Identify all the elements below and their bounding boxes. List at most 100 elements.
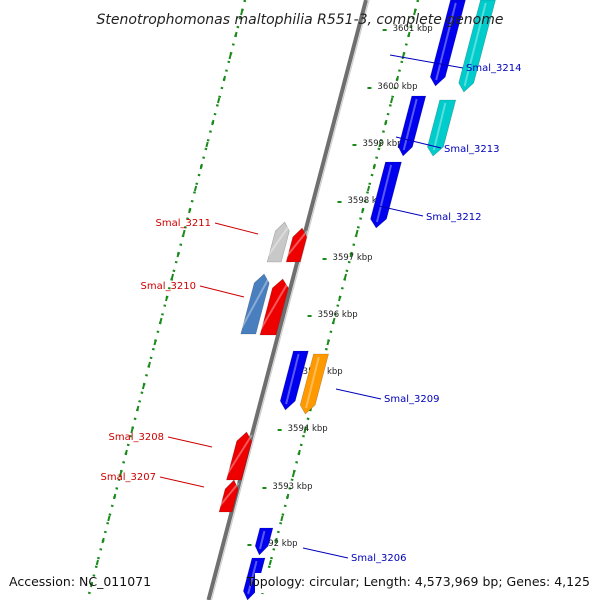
right-guide-mark — [372, 163, 376, 170]
left-guide-mark — [205, 141, 209, 148]
left-guide-mark — [240, 9, 244, 16]
gene-arrow-sheen — [402, 98, 418, 151]
gene-arrow-sheen — [218, 482, 240, 507]
gene-arrow-sheen — [285, 353, 300, 405]
right-guide-mark — [366, 185, 371, 192]
label-leader — [302, 547, 349, 559]
gene-arrow-sheen — [432, 102, 447, 151]
accession-text: Accession: NC_011071 — [9, 574, 151, 589]
left-guide-mark — [153, 339, 157, 346]
right-guide-mark — [378, 141, 382, 148]
left-guide-mark — [170, 273, 175, 280]
right-guide-mark — [343, 273, 348, 280]
right-guide-mark — [407, 31, 411, 38]
right-guide-mark — [349, 251, 353, 258]
gene-arrow — [299, 353, 329, 415]
gene-arrow-sheen — [247, 560, 258, 595]
left-guide-mark — [147, 361, 151, 368]
gene-label: Smal_3209 — [384, 394, 439, 405]
gene-arrow — [218, 479, 239, 513]
ruler-tick-label: 3592 kbp — [257, 539, 297, 549]
left-guide-mark — [95, 559, 99, 566]
gene-label: Smal_3207 — [101, 472, 156, 483]
label-leader — [378, 205, 424, 217]
gene-arrow — [285, 227, 308, 263]
ruler-tick-label: 3599 kbp — [362, 139, 402, 149]
gene-label: Smal_3210 — [141, 281, 196, 292]
gene-arrow — [254, 527, 274, 556]
gene-label: Smal_3212 — [426, 212, 481, 223]
left-guide-mark — [101, 537, 105, 544]
gene-arrow — [370, 161, 402, 229]
map-title: Stenotrophomonas maltophilia R551-3, com… — [97, 12, 504, 28]
right-guide-mark — [338, 295, 342, 302]
left-guide-mark — [216, 97, 221, 104]
right-guide-mark — [274, 537, 278, 544]
gene-arrow — [243, 557, 266, 600]
ruler-tick-label: 3596 kbp — [318, 310, 358, 320]
gene-track — [218, 0, 496, 600]
gene-arrow — [458, 0, 496, 93]
left-guide-mark — [130, 427, 134, 434]
ruler-tick-label: 3601 kbp — [393, 24, 433, 34]
ruler-tick-label: 3594 kbp — [288, 424, 328, 434]
gene-label: Smal_3206 — [351, 553, 406, 564]
right-guide-mark — [291, 471, 296, 478]
left-guide-mark — [118, 471, 123, 478]
left-guide-mark — [136, 405, 140, 412]
left-guide-mark — [159, 317, 163, 324]
ruler-tick-label: 3597 kbp — [333, 253, 373, 263]
label-leader — [395, 136, 442, 149]
label-leader — [335, 388, 382, 400]
left-guide-mark — [176, 251, 180, 258]
right-guide-mark — [395, 75, 400, 82]
ruler-tick-label: 3600 kbp — [377, 82, 417, 92]
right-guide-mark — [361, 207, 365, 214]
gene-arrow-sheen — [259, 281, 290, 330]
gene-label: Smal_3211 — [156, 218, 211, 229]
gene-arrow-sheen — [375, 164, 393, 223]
gene-arrow — [427, 99, 457, 157]
right-guide-mark — [326, 339, 330, 346]
left-guide-mark — [141, 383, 146, 390]
right-guide-mark — [384, 119, 388, 126]
left-guide-mark — [193, 185, 198, 192]
left-guide-mark — [222, 75, 227, 82]
gene-arrow — [398, 95, 427, 157]
backbone-highlight — [210, 0, 370, 600]
gene-label-leaders — [159, 54, 464, 559]
left-guide-mark — [165, 295, 169, 302]
gene-label: Smal_3213 — [444, 144, 499, 155]
left-guide-mark — [107, 515, 111, 522]
left-guide-mark — [228, 53, 232, 60]
right-guide-mark — [355, 229, 359, 236]
label-leader — [389, 54, 464, 69]
gene-label: Smal_3214 — [466, 63, 521, 74]
left-guide-mark — [199, 163, 203, 170]
gene-label: Smal_3208 — [109, 432, 164, 443]
gene-arrow-sheen — [240, 276, 271, 329]
label-leader — [199, 285, 245, 298]
right-guide-mark — [332, 317, 336, 324]
right-guide-mark — [401, 53, 405, 60]
left-guide-mark — [182, 229, 186, 236]
gene-arrow — [279, 350, 309, 411]
gene-arrow — [266, 221, 290, 263]
left-guide-mark — [234, 31, 238, 38]
right-guide-mark — [297, 449, 301, 456]
gene-arrow-sheen — [226, 434, 253, 475]
right-guide-mark — [303, 427, 307, 434]
label-leader — [159, 476, 205, 488]
gene-labels: Smal_3214 Smal_3213 Smal_3212 Smal_3211 Smal… — [101, 63, 522, 564]
gene-arrow — [259, 278, 289, 336]
gene-arrow-sheen — [463, 2, 487, 87]
left-guide-mark — [211, 119, 215, 126]
left-guide-mark — [89, 581, 94, 588]
gene-arrow — [429, 0, 466, 87]
left-guide-mark — [124, 449, 128, 456]
ruler-tick-label: 3593 kbp — [272, 482, 312, 492]
dotted-guides — [86, 0, 420, 600]
gene-arrow-sheen — [435, 2, 457, 81]
left-guide-mark — [188, 207, 192, 214]
